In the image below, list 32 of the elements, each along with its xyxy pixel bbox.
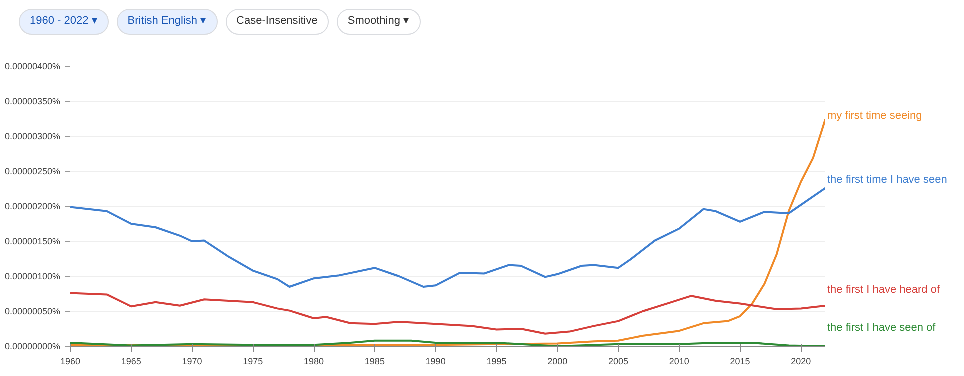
x-tick-label: 1975 [243,356,264,366]
text: Smoothing ▾ [336,9,421,35]
x-tick-label: 2010 [669,356,690,366]
text: 1960 - 2022 ▾ [19,9,109,35]
series-label: the first time I have seen [828,174,948,186]
x-tick-label: 2005 [608,356,629,366]
x-tick-label: 1990 [426,356,446,366]
x-tick-label: 2020 [791,356,812,366]
line-series [70,187,825,288]
y-tick-label: 0.00000200% [4,202,61,212]
series-label: the first I have heard of [828,284,941,296]
x-tick-label: 1970 [182,356,202,366]
y-tick-label: 0.00000300% [4,132,61,142]
series-label: my first time seeing [828,110,922,122]
x-tick-label: 2000 [548,356,568,366]
y-tick-label: 0.00000250% [4,166,61,176]
y-tick-label: 0.00000100% [4,272,61,282]
line-series [70,292,825,335]
x-tick-label: 1985 [364,356,385,366]
x-tick-label: 1960 [60,356,81,366]
y-tick-label: 0.00000350% [4,96,61,106]
y-tick-label: 0.00000400% [4,62,61,72]
text: British English ▾ [116,9,218,35]
y-tick-label: 0.00000050% [4,306,61,316]
y-tick-label: 0.00000000% [4,342,61,352]
x-tick-label: 1980 [304,356,324,366]
y-tick-label: 0.00000150% [4,236,61,246]
x-tick-label: 1965 [121,356,142,366]
series-label: the first I have seen of [828,322,937,334]
x-tick-label: 1995 [486,356,507,366]
x-tick-label: 2015 [730,356,750,366]
text: Case-Insensitive [226,9,329,35]
